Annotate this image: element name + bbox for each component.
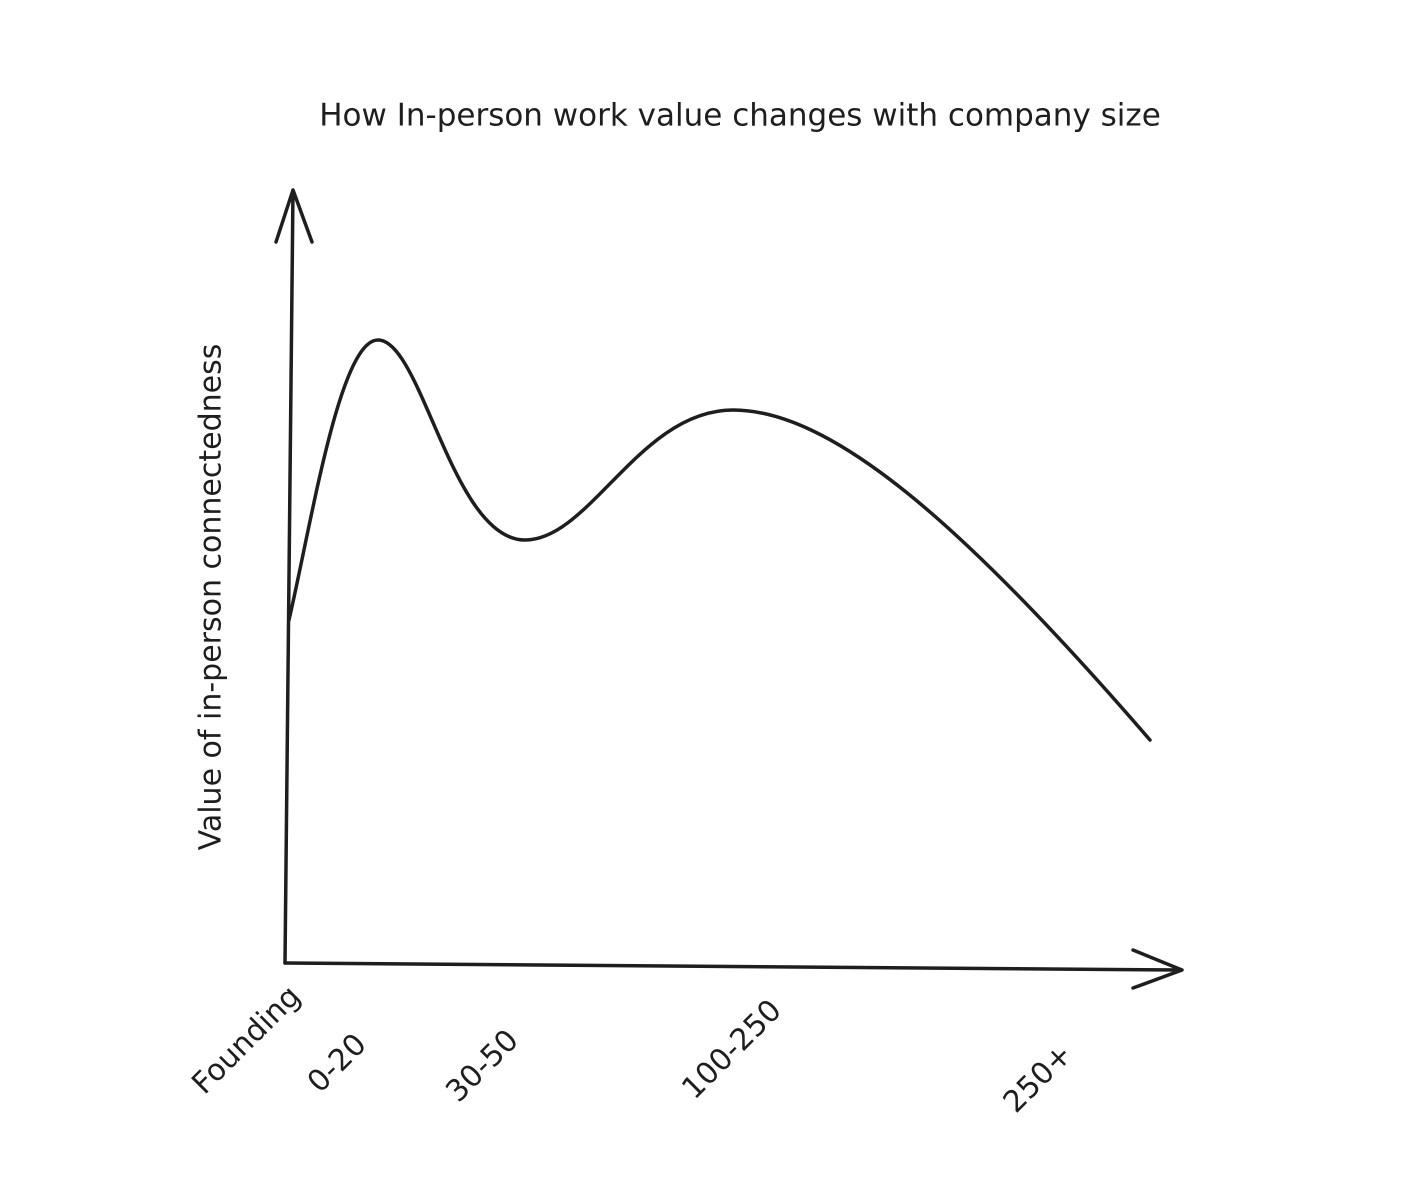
y-axis xyxy=(274,188,314,965)
chart-title: How In-person work value changes with co… xyxy=(319,98,1161,134)
sketch-curve xyxy=(287,338,1152,742)
x-axis xyxy=(283,948,1184,990)
y-axis-label: Value of in-person connectedness xyxy=(194,344,229,851)
